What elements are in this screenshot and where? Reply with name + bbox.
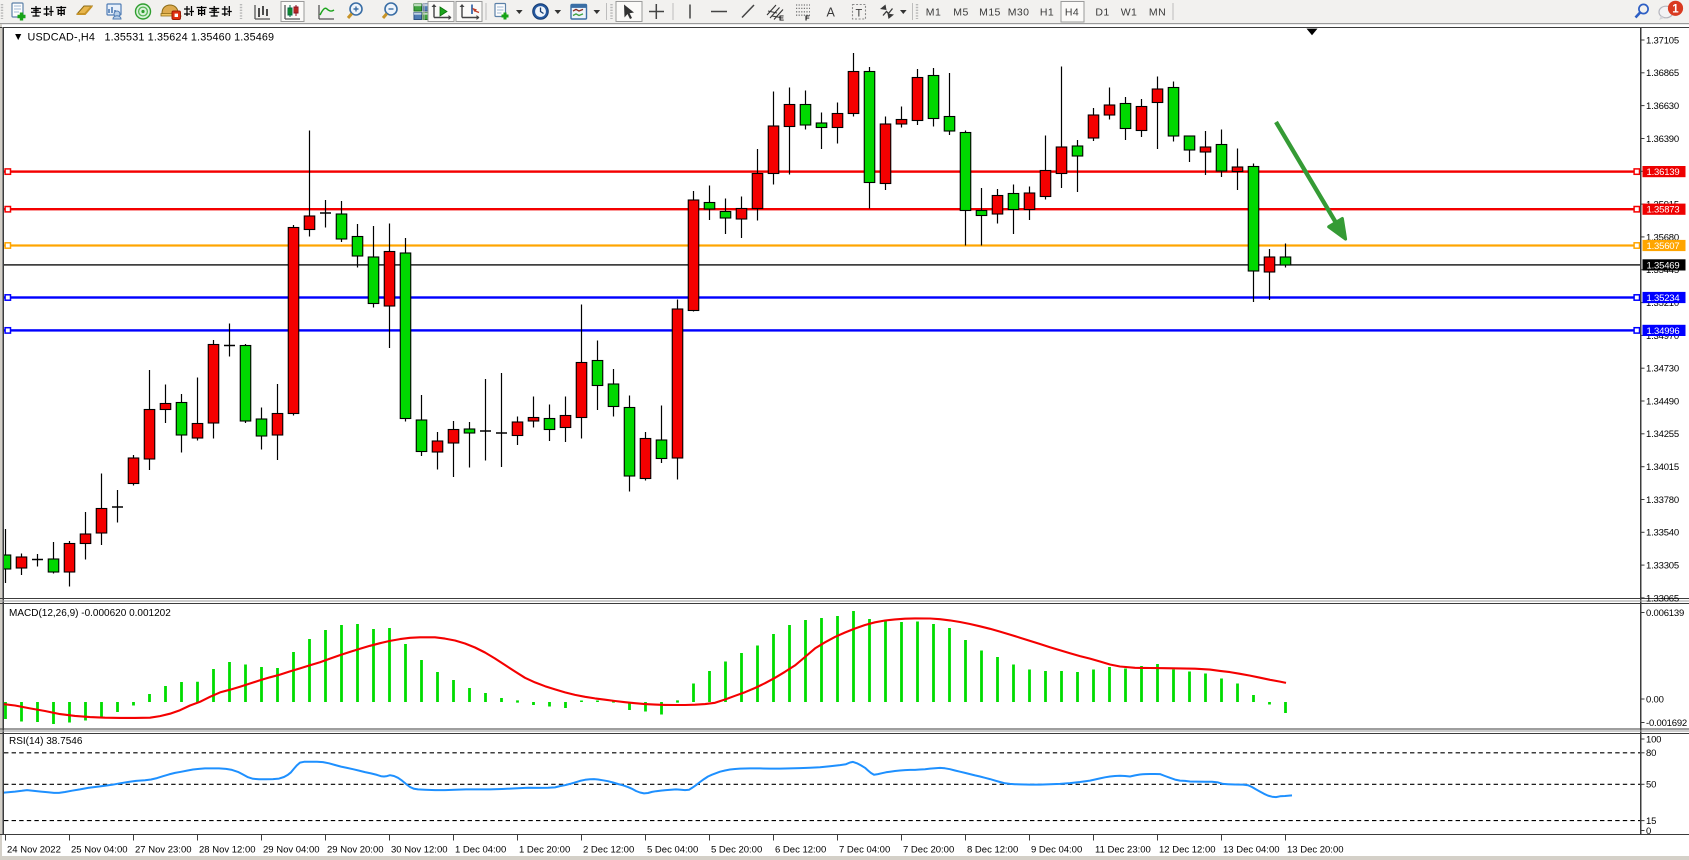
svg-text:1.35873: 1.35873 [1647,205,1680,216]
svg-text:24 Nov 2022: 24 Nov 2022 [7,845,61,856]
svg-text:11 Dec 23:00: 11 Dec 23:00 [1095,845,1151,856]
svg-text:1.36630: 1.36630 [1646,101,1679,112]
svg-text:H4: H4 [1065,7,1079,19]
svg-text:5 Dec 20:00: 5 Dec 20:00 [711,845,762,856]
svg-text:F: F [805,14,810,23]
svg-text:1.35234: 1.35234 [1647,293,1680,304]
svg-text:M30: M30 [1008,7,1030,19]
svg-text:1.36865: 1.36865 [1646,68,1679,79]
svg-text:1 Dec 20:00: 1 Dec 20:00 [519,845,570,856]
svg-text:1.33540: 1.33540 [1646,528,1679,539]
svg-text:W1: W1 [1121,7,1138,19]
svg-text:-0.001692: -0.001692 [1646,718,1687,729]
svg-text:7 Dec 04:00: 7 Dec 04:00 [839,845,890,856]
svg-text:1.36139: 1.36139 [1647,167,1680,178]
svg-text:1.37105: 1.37105 [1646,35,1679,46]
svg-text:M5: M5 [953,7,968,19]
svg-text:1.35445: 1.35445 [1646,265,1679,276]
svg-text:1.33065: 1.33065 [1646,593,1679,604]
svg-text:T: T [856,8,863,20]
svg-text:1.34255: 1.34255 [1646,429,1679,440]
svg-text:MACD(12,26,9) -0.000620 0.0012: MACD(12,26,9) -0.000620 0.001202 [9,608,171,619]
svg-text:50: 50 [1646,780,1656,791]
svg-text:9 Dec 04:00: 9 Dec 04:00 [1031,845,1082,856]
svg-text:12 Dec 12:00: 12 Dec 12:00 [1159,845,1216,856]
svg-text:15: 15 [1646,816,1656,827]
svg-text:0.006139: 0.006139 [1646,608,1684,619]
svg-text:E: E [779,14,784,23]
svg-text:RSI(14) 38.7546: RSI(14) 38.7546 [9,736,83,747]
svg-text:1.33780: 1.33780 [1646,495,1679,506]
svg-text:7 Dec 20:00: 7 Dec 20:00 [903,845,954,856]
svg-text:D1: D1 [1095,7,1109,19]
svg-text:100: 100 [1646,734,1661,745]
svg-text:A: A [827,6,836,20]
svg-text:M1: M1 [926,7,941,19]
svg-text:1.34015: 1.34015 [1646,462,1679,473]
svg-text:1.34490: 1.34490 [1646,396,1679,407]
svg-text:1 Dec 04:00: 1 Dec 04:00 [455,845,506,856]
svg-text:▼: ▼ [13,31,23,43]
svg-text:8 Dec 12:00: 8 Dec 12:00 [967,845,1018,856]
svg-text:29 Nov 04:00: 29 Nov 04:00 [263,845,320,856]
svg-text:MN: MN [1149,7,1166,19]
svg-text:1.35680: 1.35680 [1646,232,1679,243]
svg-text:1.35210: 1.35210 [1646,298,1679,309]
svg-text:1.36390: 1.36390 [1646,134,1679,145]
svg-text:13 Dec 04:00: 13 Dec 04:00 [1223,845,1280,856]
svg-text:0: 0 [1646,826,1651,837]
svg-text:1.33305: 1.33305 [1646,561,1679,572]
svg-text:80: 80 [1646,748,1656,759]
svg-text:1.35469: 1.35469 [1647,260,1680,271]
svg-text:H1: H1 [1040,7,1054,19]
svg-text:13 Dec 20:00: 13 Dec 20:00 [1287,845,1344,856]
svg-text:1.34996: 1.34996 [1647,326,1680,337]
svg-text:29 Nov 20:00: 29 Nov 20:00 [327,845,384,856]
svg-text:0.00: 0.00 [1646,694,1664,705]
svg-text:28 Nov 12:00: 28 Nov 12:00 [199,845,256,856]
svg-text:USDCAD-,H4 1.35531 1.35624 1: USDCAD-,H4 1.35531 1.35624 1.35460 1.354… [28,32,275,44]
svg-text:6 Dec 12:00: 6 Dec 12:00 [775,845,826,856]
svg-text:5 Dec 04:00: 5 Dec 04:00 [647,845,698,856]
svg-text:M15: M15 [979,7,1001,19]
svg-text:1.34970: 1.34970 [1646,331,1679,342]
svg-text:1: 1 [1672,3,1679,15]
svg-text:2 Dec 12:00: 2 Dec 12:00 [583,845,634,856]
svg-text:1.34730: 1.34730 [1646,364,1679,375]
svg-text:25 Nov 04:00: 25 Nov 04:00 [71,845,128,856]
svg-text:27 Nov 23:00: 27 Nov 23:00 [135,845,192,856]
svg-text:1.35607: 1.35607 [1647,241,1680,252]
svg-text:30 Nov 12:00: 30 Nov 12:00 [391,845,448,856]
